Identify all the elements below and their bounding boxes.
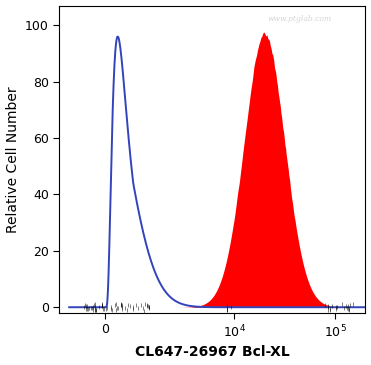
Y-axis label: Relative Cell Number: Relative Cell Number: [6, 86, 20, 233]
X-axis label: CL647-26967 Bcl-XL: CL647-26967 Bcl-XL: [135, 345, 290, 360]
Text: www.ptglab.com: www.ptglab.com: [267, 15, 332, 23]
